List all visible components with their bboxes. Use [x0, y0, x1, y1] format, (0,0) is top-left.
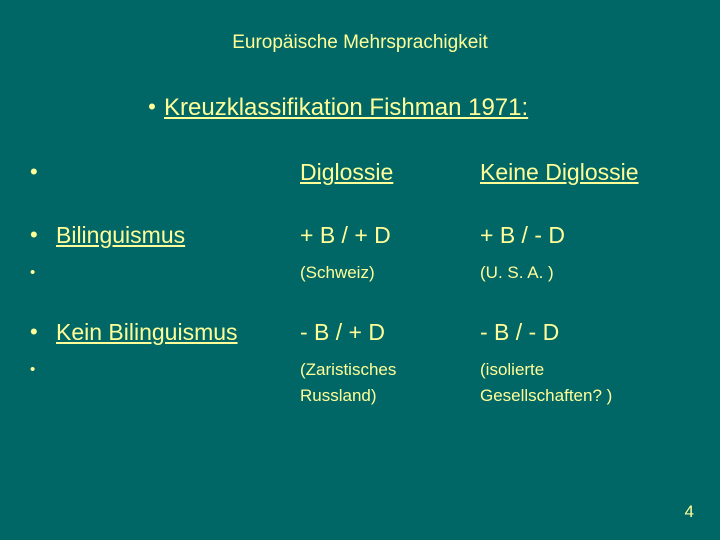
cell-note: Gesellschaften? ): [480, 385, 700, 406]
col-header-2: Keine Diglossie: [480, 158, 700, 187]
row-label: Bilinguismus: [56, 221, 300, 250]
subtitle-text: Kreuzklassifikation Fishman 1971:: [164, 94, 528, 122]
bullet-icon: •: [30, 221, 56, 249]
table-header-row: • Diglossie Keine Diglossie: [30, 158, 700, 187]
bullet-icon: •: [30, 318, 56, 346]
cell: - B / - D: [480, 318, 700, 347]
table-note-row: Russland) Gesellschaften? ): [30, 385, 700, 406]
bullet-icon: •: [30, 262, 56, 285]
bullet-icon: •: [140, 94, 164, 120]
table-row: • Kein Bilinguismus - B / + D - B / - D: [30, 318, 700, 347]
page-number: 4: [685, 502, 694, 522]
subtitle-row: • Kreuzklassifikation Fishman 1971:: [140, 94, 700, 122]
row-label: Kein Bilinguismus: [56, 318, 300, 347]
cross-table: • Diglossie Keine Diglossie • Bilinguism…: [30, 158, 700, 407]
cell: + B / + D: [300, 221, 480, 250]
bullet-icon: •: [30, 359, 56, 382]
col-header-1: Diglossie: [300, 158, 480, 187]
table-note-row: • (Schweiz) (U. S. A. ): [30, 262, 700, 285]
cell-note: (isolierte: [480, 359, 700, 380]
cell: + B / - D: [480, 221, 700, 250]
table-note-row: • (Zaristisches (isolierte: [30, 359, 700, 382]
cell-note: (Zaristisches: [300, 359, 480, 380]
cell-note: (U. S. A. ): [480, 262, 700, 283]
bullet-icon: •: [30, 158, 56, 186]
cell-note: Russland): [300, 385, 480, 406]
cell: - B / + D: [300, 318, 480, 347]
table-row: • Bilinguismus + B / + D + B / - D: [30, 221, 700, 250]
slide: Europäische Mehrsprachigkeit • Kreuzklas…: [0, 0, 720, 540]
slide-title: Europäische Mehrsprachigkeit: [20, 32, 700, 54]
cell-note: (Schweiz): [300, 262, 480, 283]
